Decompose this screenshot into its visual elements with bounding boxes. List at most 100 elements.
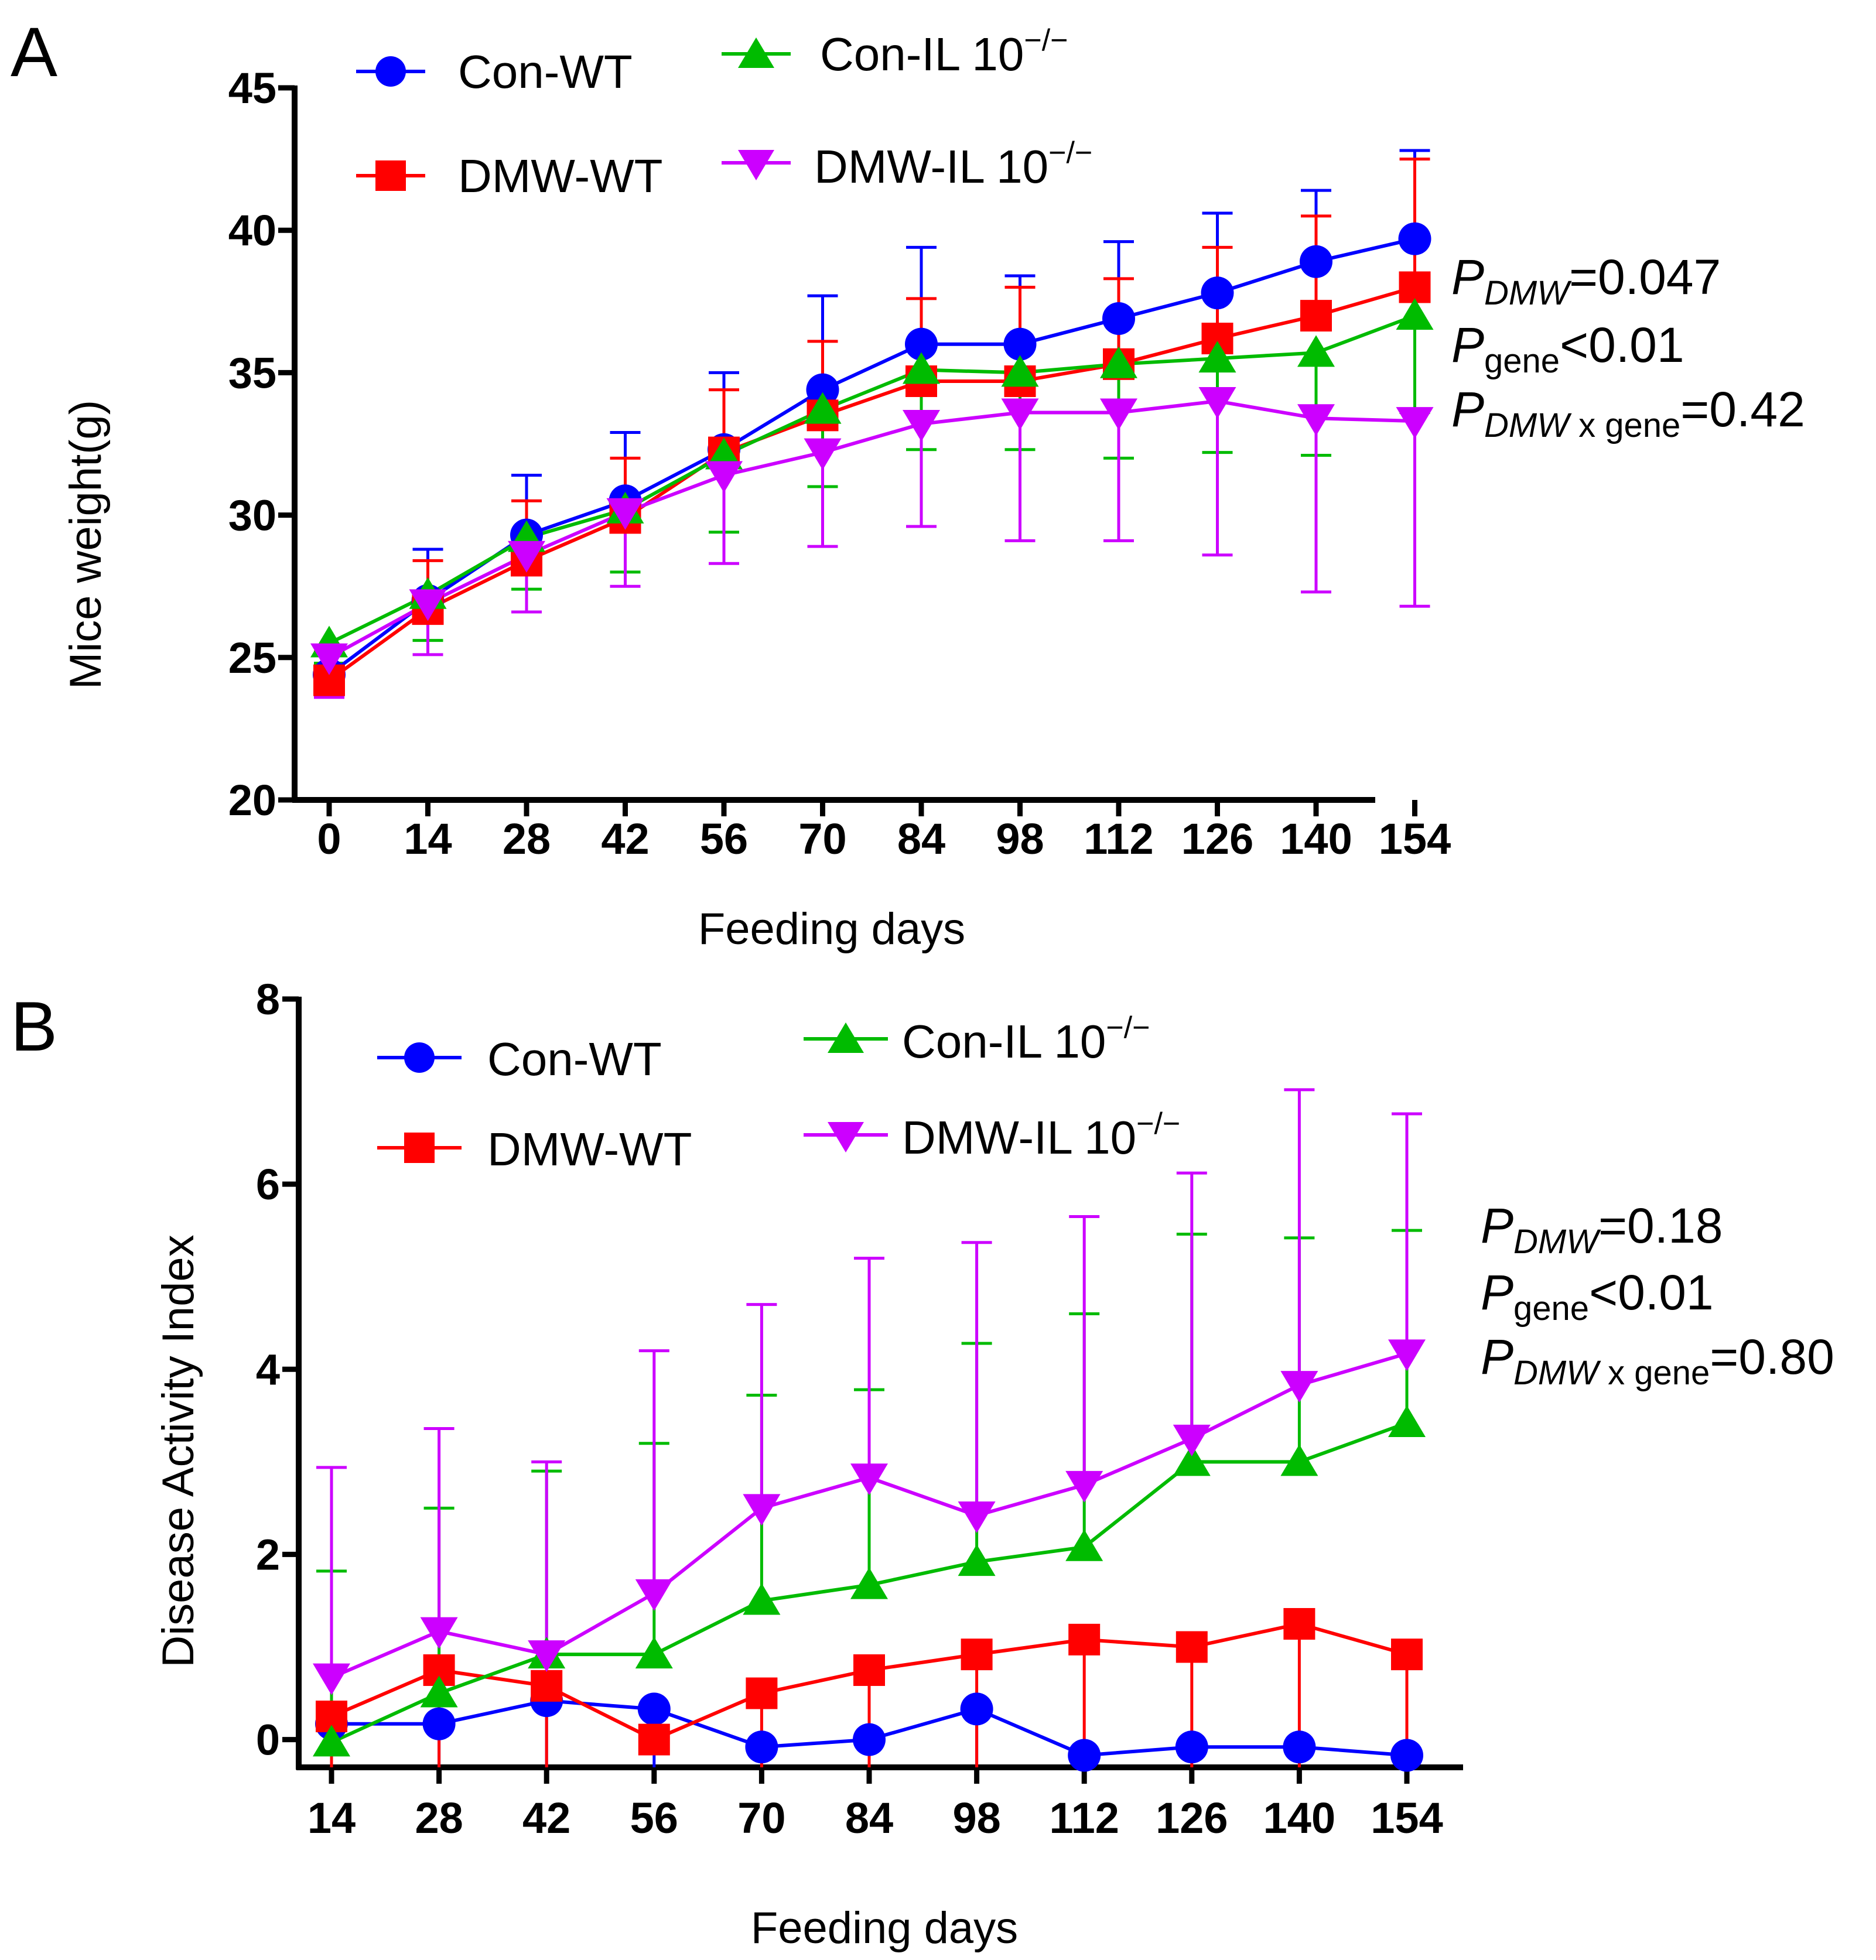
- chart-b-x-tick-label: 56: [630, 1794, 678, 1842]
- chart-b-point: [958, 1501, 996, 1534]
- chart-a-point: [1297, 404, 1335, 436]
- legend-b-dmw-il-label: DMW-IL 10−/−: [902, 1107, 1180, 1164]
- legend-b-con-il-label: Con-IL 10−/−: [902, 1011, 1150, 1068]
- chart-b-point: [1391, 1639, 1423, 1671]
- chart-b-point: [958, 1544, 996, 1576]
- chart-b-point: [1068, 1623, 1101, 1655]
- stat-b-dmw-value: =0.18: [1598, 1198, 1723, 1253]
- chart-b-point: [1065, 1529, 1103, 1561]
- chart-b-point: [528, 1640, 566, 1672]
- chart-a-series-line-3: [328, 399, 1415, 659]
- chart-b-point: [420, 1617, 458, 1649]
- stat-a-int-p: P: [1451, 382, 1484, 437]
- chart-a-point: [905, 327, 938, 361]
- chart-b-point: [313, 1725, 350, 1757]
- stat-b-int-sub: DMW: [1513, 1354, 1601, 1392]
- legend-a-con-il-marker: [738, 37, 774, 68]
- chart-a-point: [1300, 245, 1332, 278]
- chart-a-legend: Con-WT DMW-WT Con-IL 10−/− DMW-IL 10−/−: [356, 23, 1092, 202]
- chart-a-point: [1399, 271, 1431, 303]
- chart-a-series-1: [314, 158, 1430, 680]
- chart-a-x-tick-label: 126: [1181, 815, 1253, 863]
- chart-b-x-tick-label: 84: [845, 1794, 893, 1842]
- chart-b-point: [1283, 1730, 1316, 1764]
- chart-a-series-line-0: [328, 237, 1416, 676]
- chart-b-point: [853, 1723, 886, 1756]
- chart-b-y-tick-label: 6: [256, 1160, 280, 1209]
- legend-b-con-il-text: Con-IL 10: [902, 1015, 1106, 1068]
- chart-b-point: [1280, 1444, 1318, 1476]
- chart-b-point: [1173, 1424, 1211, 1456]
- chart-b-x-tick-label: 42: [522, 1794, 570, 1842]
- chart-b-point: [1173, 1444, 1211, 1476]
- legend-b-dmw-wt-label: DMW-WT: [487, 1123, 692, 1175]
- legend-b-dmw-wt-marker: [404, 1133, 435, 1163]
- stat-a-dmw-p: P: [1451, 249, 1484, 305]
- chart-b-x-tick-label: 126: [1156, 1794, 1228, 1842]
- chart-b-point: [850, 1463, 888, 1496]
- stat-b-dmw-sub: DMW: [1513, 1223, 1601, 1261]
- chart-a-x-tick-label: 70: [798, 815, 846, 863]
- panel-letter-b: B: [11, 987, 57, 1066]
- chart-a-x-tick-label: 84: [897, 815, 945, 863]
- stat-b-dmw-p: P: [1481, 1198, 1513, 1253]
- chart-b-point: [313, 1663, 350, 1695]
- chart-b-x-tick-label: 98: [952, 1794, 1000, 1842]
- chart-a-point: [804, 438, 842, 470]
- chart-b-y-tick-label: 4: [256, 1345, 280, 1394]
- chart-a-point: [804, 392, 842, 424]
- chart-a-point: [409, 589, 447, 621]
- chart-a-series-3: [314, 401, 1430, 699]
- chart-b-point: [1176, 1631, 1208, 1663]
- chart-a-x-tick-label: 42: [601, 815, 649, 863]
- legend-a-dmw-il-label: DMW-IL 10−/−: [814, 136, 1092, 193]
- chart-b-x-tick-label: 70: [737, 1794, 785, 1842]
- legend-b-con-wt-marker: [404, 1042, 435, 1073]
- chart-a-point: [1201, 276, 1234, 310]
- chart-b-plot: 0 2 4 6 8 14 28 42 56 70 84 98 112 126 140 154: [256, 975, 1463, 1842]
- chart-a-point: [1003, 327, 1037, 361]
- chart-b-y-tick-label: 0: [256, 1716, 280, 1764]
- chart-b-point: [635, 1579, 673, 1611]
- chart-a-point: [1396, 298, 1434, 330]
- chart-a-point: [1100, 346, 1137, 378]
- stat-b-int-sub2: x gene: [1598, 1354, 1710, 1392]
- stat-a-dmw-value: =0.047: [1569, 249, 1721, 305]
- chart-b-series-3: [316, 1088, 1422, 1678]
- chart-a-point: [508, 541, 545, 573]
- chart-a-point: [1001, 355, 1039, 387]
- legend-b-con-wt-label: Con-WT: [487, 1033, 662, 1085]
- stat-a-gene-sub: gene: [1484, 342, 1560, 380]
- chart-b-point: [1068, 1739, 1101, 1772]
- chart-a-point: [1297, 335, 1335, 367]
- chart-b-point: [420, 1675, 458, 1708]
- legend-a-dmw-il-sup: −/−: [1048, 136, 1092, 170]
- chart-b-point: [422, 1707, 456, 1740]
- chart-b-point: [743, 1494, 781, 1526]
- chart-b-xlabel: Feeding days: [751, 1903, 1018, 1953]
- chart-a-xlabel: Feeding days: [698, 904, 965, 954]
- legend-b-dmw-il-marker: [828, 1122, 864, 1152]
- chart-b-x-tick-label: 112: [1050, 1794, 1119, 1842]
- chart-b-y-tick-label: 2: [256, 1530, 280, 1579]
- chart-a-y-tick-label: 30: [228, 491, 276, 540]
- chart-b-point: [637, 1692, 671, 1726]
- chart-b-x-tick-label: 140: [1263, 1794, 1335, 1842]
- stat-b-gene-sub: gene: [1513, 1289, 1589, 1328]
- chart-b-point: [1280, 1371, 1318, 1403]
- stat-b-gene-value: <0.01: [1589, 1265, 1714, 1320]
- chart-b-point: [1283, 1607, 1315, 1640]
- chart-b-point: [745, 1730, 778, 1764]
- stat-a-gene-p: P: [1451, 317, 1484, 372]
- chart-b-point: [1390, 1739, 1423, 1772]
- legend-a-con-il-text: Con-IL 10: [820, 28, 1024, 80]
- chart-a-x-tick-label: 28: [503, 815, 551, 863]
- chart-b-stats: PDMW=0.18 Pgene<0.01 PDMW x gene=0.80: [1481, 1198, 1834, 1392]
- stat-b-int-value: =0.80: [1710, 1329, 1834, 1384]
- legend-b-con-il-marker: [828, 1022, 864, 1053]
- stat-a-int-value: =0.42: [1680, 382, 1805, 437]
- chart-a-point: [1300, 300, 1332, 332]
- legend-a-con-il-sup: −/−: [1024, 23, 1068, 57]
- stat-a-dmw-sub: DMW: [1484, 274, 1572, 312]
